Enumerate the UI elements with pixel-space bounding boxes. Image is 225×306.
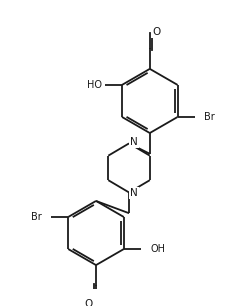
Text: O: O: [84, 299, 92, 306]
Text: HO: HO: [87, 80, 102, 90]
Text: N: N: [129, 137, 137, 147]
Text: Br: Br: [203, 112, 214, 122]
Text: Br: Br: [31, 212, 42, 222]
Text: O: O: [152, 27, 160, 37]
Text: N: N: [129, 188, 137, 198]
Text: OH: OH: [150, 244, 164, 254]
